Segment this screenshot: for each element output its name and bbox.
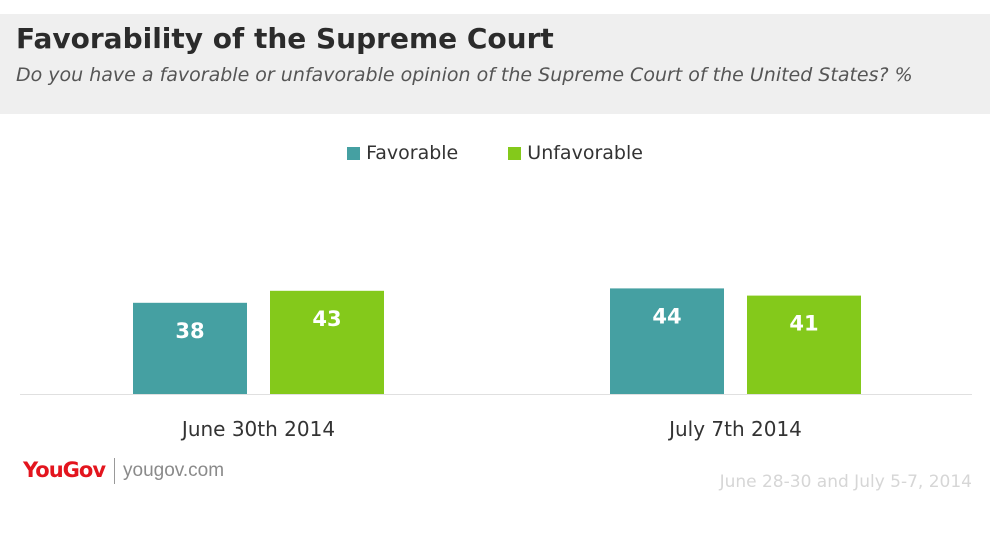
yougov-url: yougov.com [123,460,225,481]
data-label-favorable-1: 44 [652,304,681,328]
chart-title: Favorability of the Supreme Court [16,22,554,55]
data-label-unfavorable-1: 41 [789,312,818,336]
category-label-0: June 30th 2014 [180,417,335,441]
date-note: June 28-30 and July 5-7, 2014 [719,472,972,492]
bar-favorable-0 [133,302,247,394]
data-label-favorable-0: 38 [175,319,204,343]
legend-label-unfavorable: Unfavorable [527,142,643,164]
header-band [0,14,990,114]
legend-item-unfavorable: Unfavorable [508,142,643,164]
bar-unfavorable-1 [747,295,861,394]
legend: Favorable Unfavorable [0,142,990,165]
logo-divider [114,458,115,484]
legend-label-favorable: Favorable [366,142,459,164]
legend-swatch-unfavorable [508,146,522,160]
bar-favorable-1 [610,288,724,394]
bar-unfavorable-0 [270,290,384,394]
legend-swatch-favorable [347,146,361,160]
category-label-1: July 7th 2014 [667,417,802,441]
chart-subtitle: Do you have a favorable or unfavorable o… [16,64,913,86]
data-label-unfavorable-0: 43 [312,307,341,331]
legend-item-favorable: Favorable [347,142,458,164]
yougov-logo: YouGov [23,458,106,482]
